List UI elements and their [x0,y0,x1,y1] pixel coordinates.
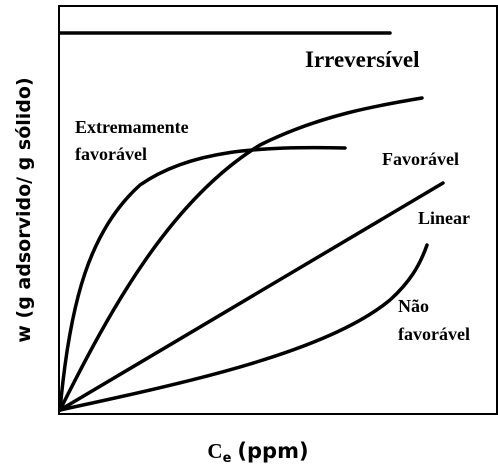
x-subscript: e [223,451,232,466]
curve-label: Extremamente [75,117,189,137]
curve-label: Irreversível [305,47,420,72]
curve-label: favorável [75,144,147,164]
x-axis-label: Ce (ppm) [207,439,308,466]
curve-label: favorável [398,324,470,344]
x-symbol: C [207,439,222,463]
y-axis-label: w (g adsorvido/ g sólido) [13,77,35,342]
linear-curve [58,181,445,412]
unfavorable-curve [58,243,429,412]
curve-label: Linear [418,208,470,228]
x-unit: (ppm) [237,439,308,463]
curve-label: Não [398,296,429,316]
extremely-favorable-curve [58,145,347,412]
plot-frame [58,5,498,415]
curve-label: Favorável [382,149,459,169]
favorable-curve [58,96,424,412]
